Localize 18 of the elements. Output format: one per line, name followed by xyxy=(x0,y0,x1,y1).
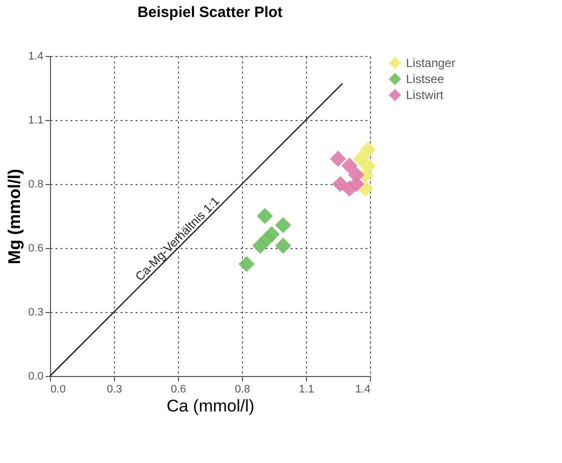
x-tick-label: 0.8 xyxy=(234,384,250,396)
legend-label: Listsee xyxy=(406,72,444,86)
x-tick-label: 1.4 xyxy=(355,384,370,396)
chart-title: Beispiel Scatter Plot xyxy=(137,4,283,21)
y-tick-label: 1.4 xyxy=(28,50,44,62)
x-tick-label: 1.1 xyxy=(298,384,314,396)
y-tick-label: 1.1 xyxy=(28,114,44,126)
legend-label: Listanger xyxy=(406,56,456,70)
y-tick-label: 0.8 xyxy=(28,178,44,190)
y-tick-label: 0.6 xyxy=(28,242,44,254)
x-tick-label: 0.6 xyxy=(170,384,186,396)
legend-label: Listwirt xyxy=(406,88,444,102)
x-axis-title: Ca (mmol/l) xyxy=(166,396,254,416)
y-tick-label: 0.3 xyxy=(28,306,44,318)
y-axis-title: Mg (mmol/l) xyxy=(5,168,24,264)
x-tick-label: 0.3 xyxy=(106,384,122,396)
x-tick-label: 0.0 xyxy=(50,384,66,396)
y-tick-label: 0.0 xyxy=(28,370,44,382)
